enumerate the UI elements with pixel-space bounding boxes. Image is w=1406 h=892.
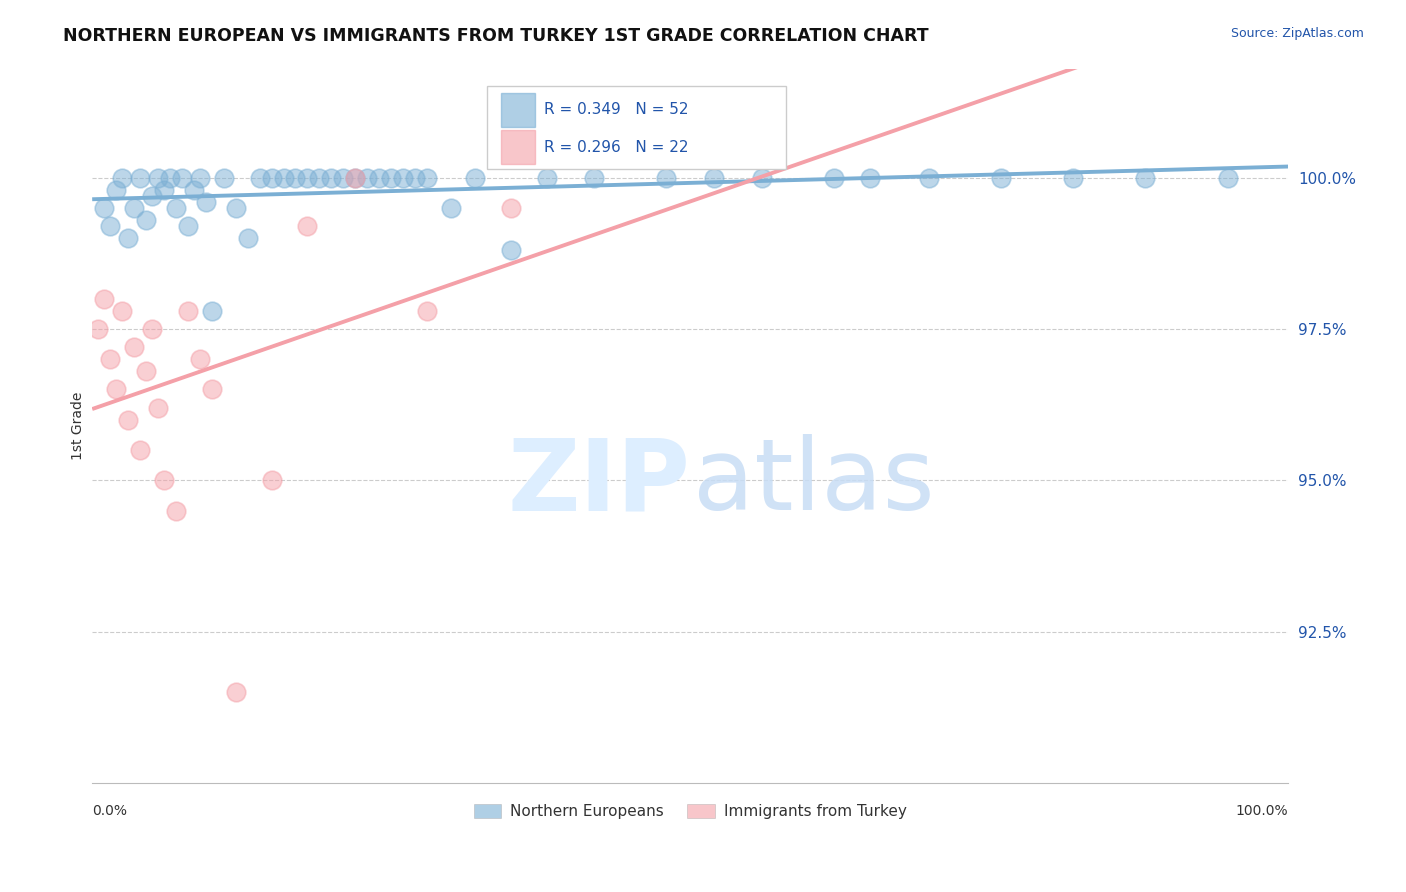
Point <box>170 170 193 185</box>
Point <box>1133 170 1156 185</box>
Point <box>141 188 163 202</box>
Point <box>416 170 439 185</box>
Point <box>499 201 522 215</box>
Point <box>858 170 880 185</box>
Point <box>122 340 145 354</box>
Point <box>260 473 283 487</box>
Point <box>273 170 295 185</box>
Text: R = 0.296   N = 22: R = 0.296 N = 22 <box>544 140 689 154</box>
Point <box>297 219 319 233</box>
Legend: Northern Europeans, Immigrants from Turkey: Northern Europeans, Immigrants from Turk… <box>468 798 912 825</box>
Point <box>122 201 145 215</box>
Point <box>146 401 169 415</box>
FancyBboxPatch shape <box>501 130 534 164</box>
Point <box>823 170 845 185</box>
Point <box>111 170 134 185</box>
Point <box>536 170 558 185</box>
Point <box>1218 170 1240 185</box>
Point <box>201 383 224 397</box>
Point <box>392 170 415 185</box>
Point <box>111 303 134 318</box>
Point <box>297 170 319 185</box>
Point <box>236 231 259 245</box>
Point <box>284 170 307 185</box>
Point <box>177 219 200 233</box>
Text: ZIP: ZIP <box>508 434 690 532</box>
Point <box>105 383 128 397</box>
Point <box>117 413 139 427</box>
Point <box>129 442 152 457</box>
Point <box>332 170 354 185</box>
Point <box>225 685 247 699</box>
Point <box>416 303 439 318</box>
Point <box>918 170 941 185</box>
Point <box>368 170 391 185</box>
Point <box>165 201 187 215</box>
Point <box>655 170 678 185</box>
Point <box>321 170 343 185</box>
Point <box>153 183 176 197</box>
Point <box>105 183 128 197</box>
FancyBboxPatch shape <box>486 87 786 169</box>
Point <box>183 183 205 197</box>
Point <box>404 170 426 185</box>
Text: 0.0%: 0.0% <box>93 805 127 819</box>
Point <box>344 170 367 185</box>
Point <box>194 194 217 209</box>
Point <box>146 170 169 185</box>
Point <box>135 213 157 227</box>
Point <box>93 201 115 215</box>
Point <box>98 352 121 367</box>
Point <box>380 170 402 185</box>
FancyBboxPatch shape <box>501 93 534 128</box>
Point <box>201 303 224 318</box>
Point <box>129 170 152 185</box>
Point <box>188 352 211 367</box>
Point <box>990 170 1012 185</box>
Text: 100.0%: 100.0% <box>1236 805 1288 819</box>
Point <box>225 201 247 215</box>
Point <box>260 170 283 185</box>
Point <box>751 170 773 185</box>
Y-axis label: 1st Grade: 1st Grade <box>72 392 86 460</box>
Point <box>153 473 176 487</box>
Point <box>356 170 378 185</box>
Point <box>464 170 486 185</box>
Point <box>177 303 200 318</box>
Point <box>344 170 367 185</box>
Point <box>1062 170 1084 185</box>
Point <box>87 322 110 336</box>
Point <box>440 201 463 215</box>
Point <box>499 243 522 257</box>
Point <box>212 170 235 185</box>
Text: atlas: atlas <box>693 434 934 532</box>
Point <box>141 322 163 336</box>
Text: NORTHERN EUROPEAN VS IMMIGRANTS FROM TURKEY 1ST GRADE CORRELATION CHART: NORTHERN EUROPEAN VS IMMIGRANTS FROM TUR… <box>63 27 929 45</box>
Point <box>308 170 330 185</box>
Point <box>583 170 606 185</box>
Text: Source: ZipAtlas.com: Source: ZipAtlas.com <box>1230 27 1364 40</box>
Point <box>188 170 211 185</box>
Point <box>159 170 181 185</box>
Point <box>117 231 139 245</box>
Text: R = 0.349   N = 52: R = 0.349 N = 52 <box>544 103 689 118</box>
Point <box>165 503 187 517</box>
Point <box>98 219 121 233</box>
Point <box>93 292 115 306</box>
Point <box>135 364 157 378</box>
Point <box>703 170 725 185</box>
Point <box>249 170 271 185</box>
